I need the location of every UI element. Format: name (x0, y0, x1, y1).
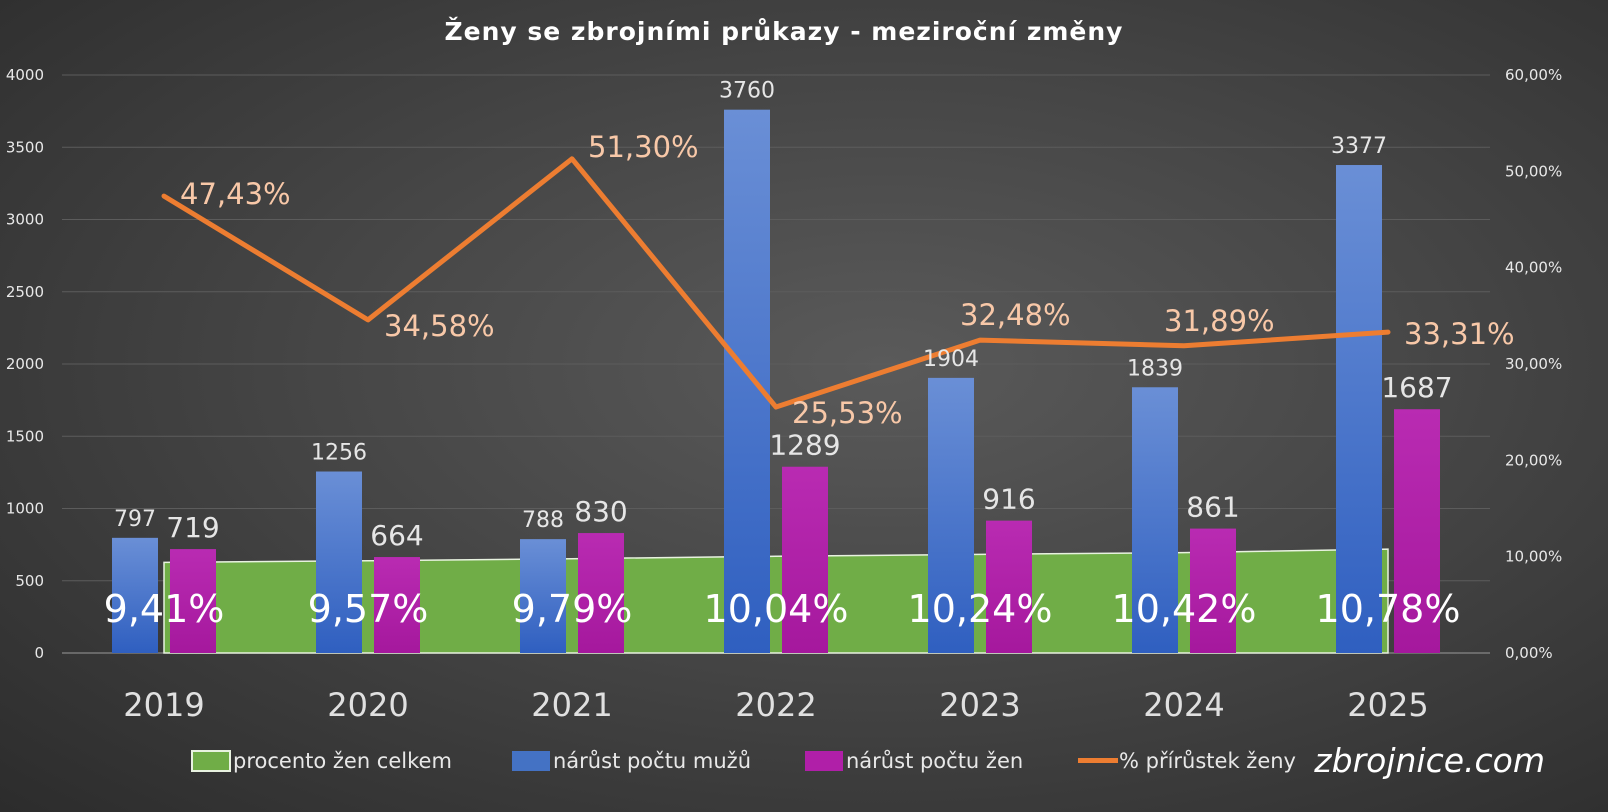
area-label: 10,78% (1316, 587, 1461, 631)
area-label: 9,57% (308, 587, 429, 631)
x-tick-label: 2025 (1347, 686, 1428, 724)
bar-label-zen: 719 (166, 511, 219, 544)
x-tick-label: 2023 (939, 686, 1020, 724)
y-left-tick-label: 3500 (6, 138, 44, 156)
x-tick-label: 2019 (123, 686, 204, 724)
watermark: zbrojnice.com (1313, 741, 1545, 780)
bar-narust-zen (1190, 528, 1236, 653)
x-tick-label: 2021 (531, 686, 612, 724)
y-right-tick-label: 30,00% (1505, 355, 1562, 373)
bar-label-muzu: 1256 (311, 441, 367, 466)
line-label: 51,30% (588, 130, 699, 164)
area-label: 9,41% (104, 587, 225, 631)
bar-narust-muzu (724, 109, 770, 654)
bar-label-muzu: 3377 (1331, 134, 1387, 159)
x-tick-label: 2024 (1143, 686, 1224, 724)
bar-narust-zen (1394, 409, 1440, 653)
bar-narust-zen (578, 533, 624, 653)
line-point (366, 317, 370, 322)
y-right-tick-label: 40,00% (1505, 259, 1562, 277)
line-point (162, 194, 166, 199)
y-left-tick-label: 0 (34, 644, 44, 662)
bar-label-zen: 1289 (769, 429, 840, 462)
y-left-tick-label: 1500 (6, 427, 44, 445)
bar-label-zen: 916 (982, 483, 1035, 516)
x-tick-label: 2020 (327, 686, 408, 724)
bar-narust-zen (170, 549, 216, 653)
line-label: 33,31% (1404, 317, 1515, 351)
bar-narust-muzu (112, 537, 158, 653)
line-point (1182, 343, 1186, 348)
line-label: 31,89% (1164, 304, 1275, 338)
chart-title: Ženy se zbrojními průkazy - meziroční zm… (445, 17, 1124, 46)
y-right-tick-label: 20,00% (1505, 451, 1562, 469)
line-label: 25,53% (792, 396, 903, 430)
bar-narust-zen (782, 466, 828, 653)
area-label: 9,79% (512, 587, 633, 631)
area-procento-zen-celkem (163, 548, 1389, 654)
bar-narust-muzu (1132, 387, 1178, 653)
area-label: 10,24% (908, 587, 1053, 631)
legend-label: procento žen celkem (233, 749, 452, 773)
legend-swatch-icon (512, 751, 550, 771)
line-label: 32,48% (960, 298, 1071, 332)
y-left-tick-label: 3000 (6, 211, 44, 229)
line-point (978, 338, 982, 343)
area-label: 10,04% (704, 587, 849, 631)
bar-narust-muzu (928, 377, 974, 653)
line-point (1386, 330, 1390, 335)
y-left-tick-label: 4000 (6, 66, 44, 84)
bar-label-zen: 1687 (1381, 371, 1452, 404)
legend-swatch-icon (191, 750, 231, 772)
y-right-tick-label: 50,00% (1505, 162, 1562, 180)
y-left-tick-label: 1000 (6, 500, 44, 518)
y-right-tick-label: 60,00% (1505, 66, 1562, 84)
legend-label: nárůst počtu žen (846, 749, 1023, 773)
y-left-tick-label: 500 (15, 572, 44, 590)
bar-label-zen: 861 (1186, 491, 1239, 524)
y-left-tick-label: 2500 (6, 283, 44, 301)
y-right-tick-label: 0,00% (1505, 644, 1553, 662)
bar-label-muzu: 3760 (719, 79, 775, 104)
legend-line-icon (1078, 758, 1118, 763)
area-label: 10,42% (1112, 587, 1257, 631)
line-label: 34,58% (384, 309, 495, 343)
y-left-tick-label: 2000 (6, 355, 44, 373)
bar-narust-muzu (1336, 165, 1382, 653)
line-label: 47,43% (180, 177, 291, 211)
bar-label-zen: 664 (370, 519, 423, 552)
bar-narust-zen (986, 520, 1032, 653)
legend-label: % přírůstek ženy (1119, 749, 1296, 773)
x-tick-label: 2022 (735, 686, 816, 724)
line-point (774, 405, 778, 410)
bar-label-muzu: 788 (522, 508, 564, 533)
bar-narust-zen (374, 557, 420, 653)
bar-narust-muzu (316, 471, 362, 653)
y-right-tick-label: 10,00% (1505, 548, 1562, 566)
bar-label-muzu: 797 (114, 507, 156, 532)
legend-swatch-icon (805, 751, 843, 771)
line-prirustek-zeny (161, 156, 1391, 410)
line-point (570, 156, 574, 161)
bar-narust-muzu (520, 539, 566, 653)
legend-label: nárůst počtu mužů (553, 749, 751, 773)
bar-label-muzu: 1839 (1127, 356, 1183, 381)
bar-label-zen: 830 (574, 495, 627, 528)
bar-label-muzu: 1904 (923, 347, 979, 372)
